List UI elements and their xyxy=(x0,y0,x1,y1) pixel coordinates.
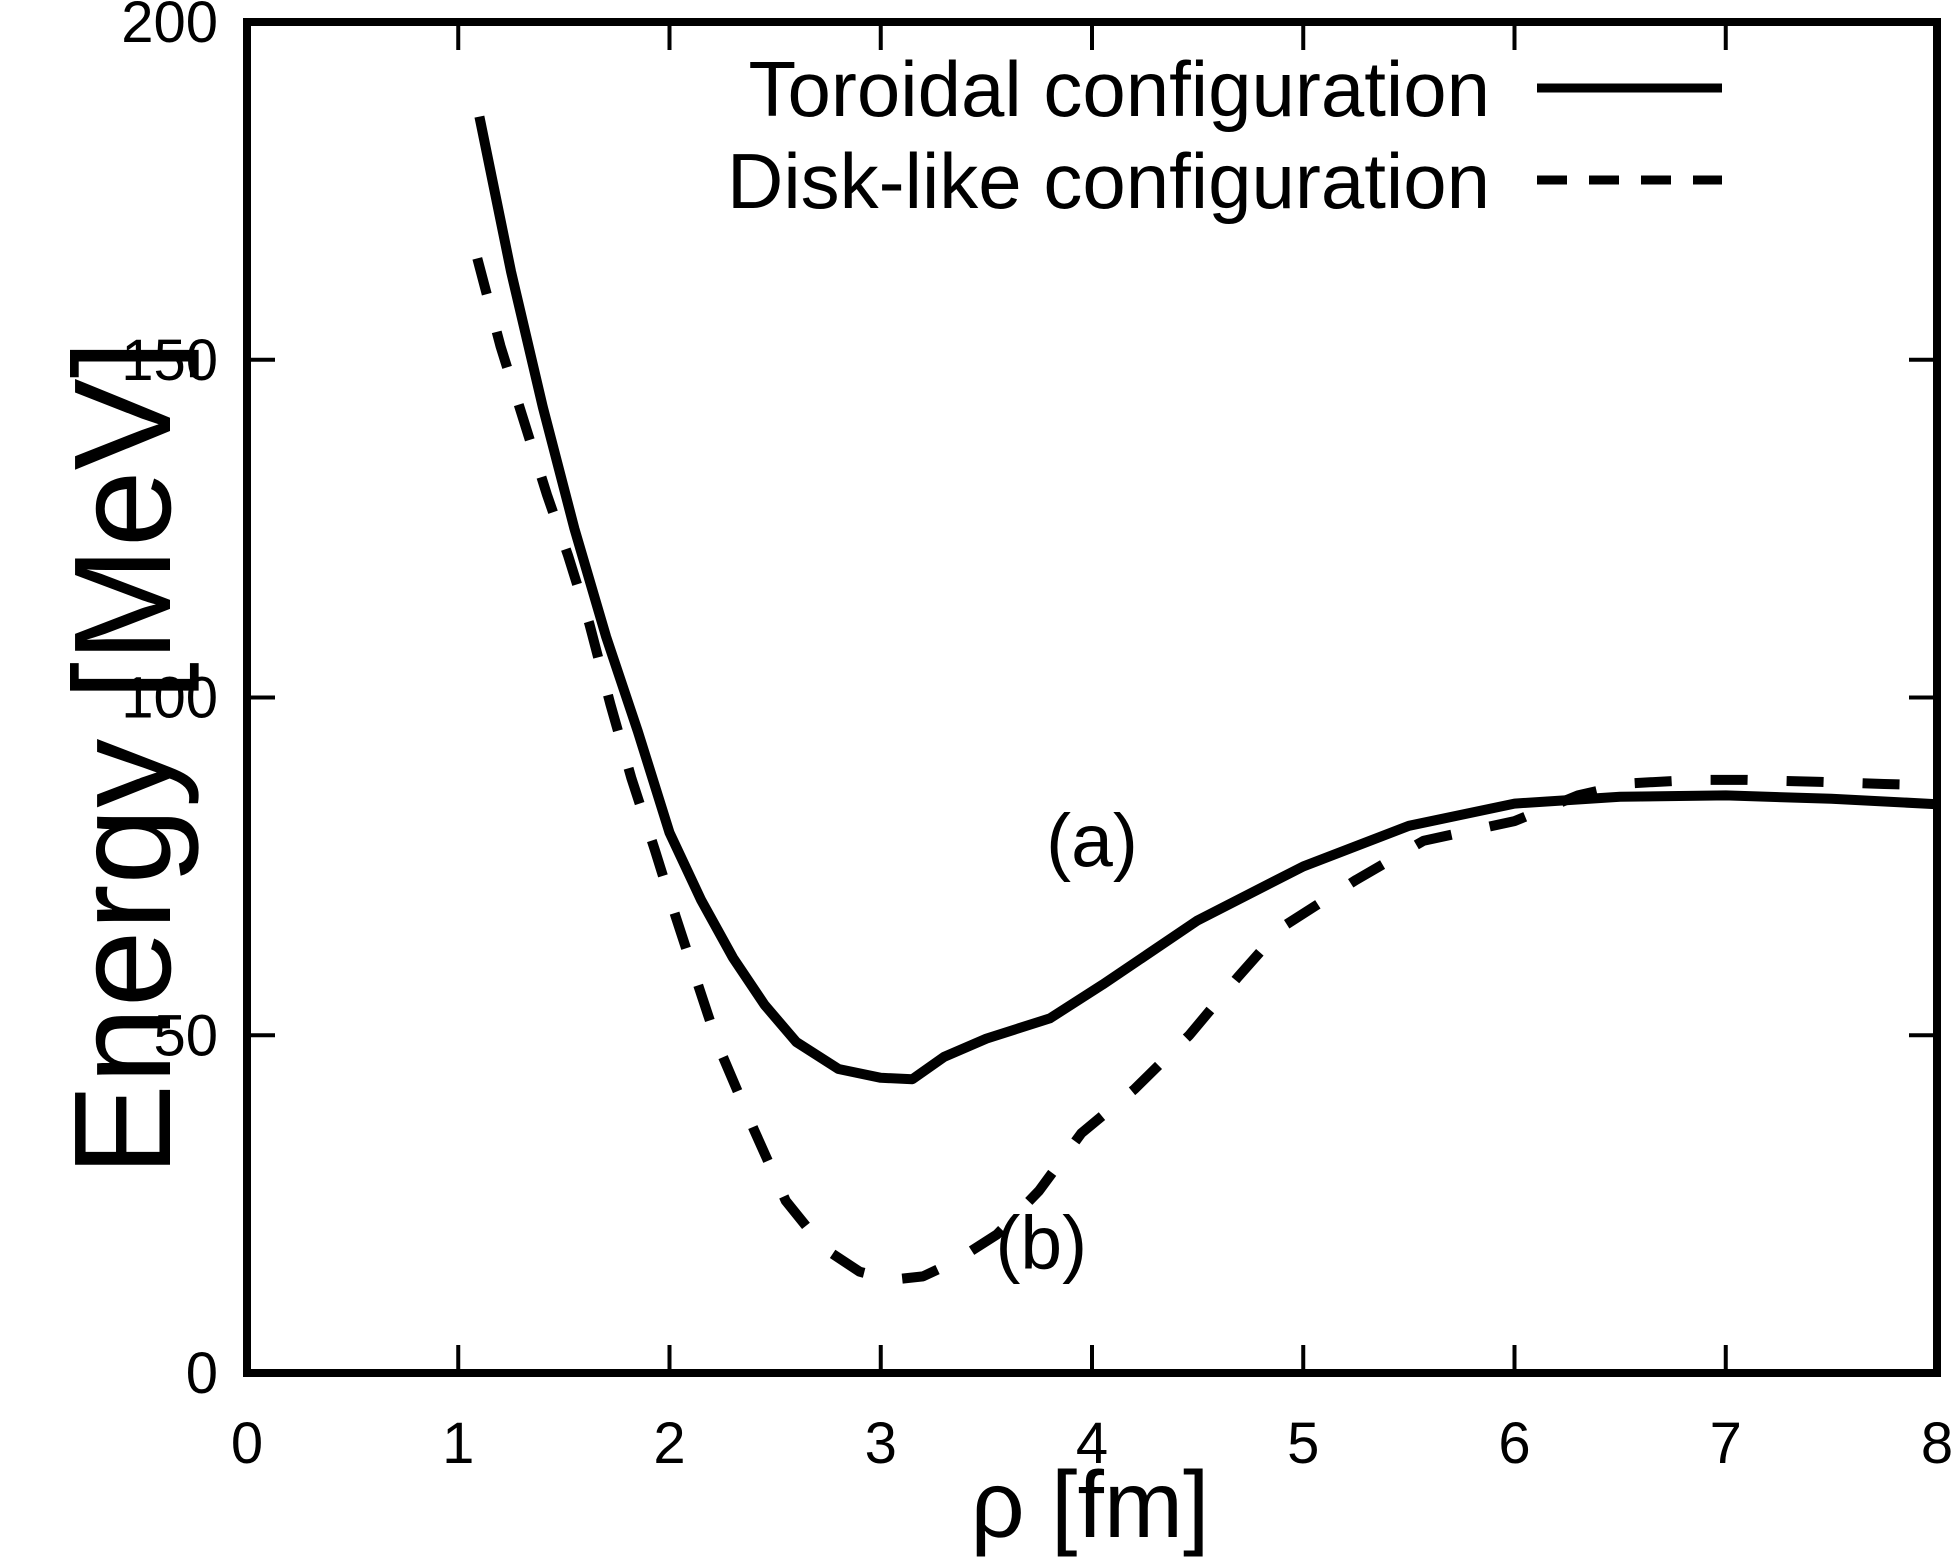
y-tick-label: 150 xyxy=(121,328,218,393)
x-axis-title: ρ [fm] xyxy=(971,1452,1210,1558)
annotation-a: (a) xyxy=(1046,798,1138,882)
curve-disk xyxy=(472,257,1938,1285)
y-tick-label: 200 xyxy=(121,0,218,55)
x-tick-label: 6 xyxy=(1498,1411,1530,1476)
curve-toroidal xyxy=(474,115,1938,1085)
x-tick-label: 8 xyxy=(1921,1411,1953,1476)
y-tick-label: 0 xyxy=(186,1341,218,1406)
x-tick-label: 5 xyxy=(1287,1411,1319,1476)
x-tick-label: 3 xyxy=(865,1411,897,1476)
curve-annotations: (a) (b) xyxy=(995,798,1137,1284)
tick-marks xyxy=(245,20,1939,1375)
y-tick-label: 100 xyxy=(121,666,218,731)
tick-labels: 0 1 2 3 4 5 6 7 8 0 50 100 150 200 xyxy=(121,0,1953,1476)
plot-area: 0 1 2 3 4 5 6 7 8 0 50 100 150 200 (a) (b) xyxy=(121,0,1953,1476)
x-tick-label: 7 xyxy=(1710,1411,1742,1476)
x-tick-label: 4 xyxy=(1076,1411,1108,1476)
x-tick-label: 1 xyxy=(442,1411,474,1476)
legend-label-toroidal: Toroidal configuration xyxy=(749,45,1490,133)
x-tick-label: 2 xyxy=(653,1411,685,1476)
y-axis-title: Energy [MeV] xyxy=(46,340,200,1176)
legend-label-disk: Disk-like configuration xyxy=(727,137,1490,225)
annotation-b: (b) xyxy=(995,1200,1087,1284)
y-tick-label: 50 xyxy=(153,1003,218,1068)
x-tick-label: 0 xyxy=(231,1411,263,1476)
